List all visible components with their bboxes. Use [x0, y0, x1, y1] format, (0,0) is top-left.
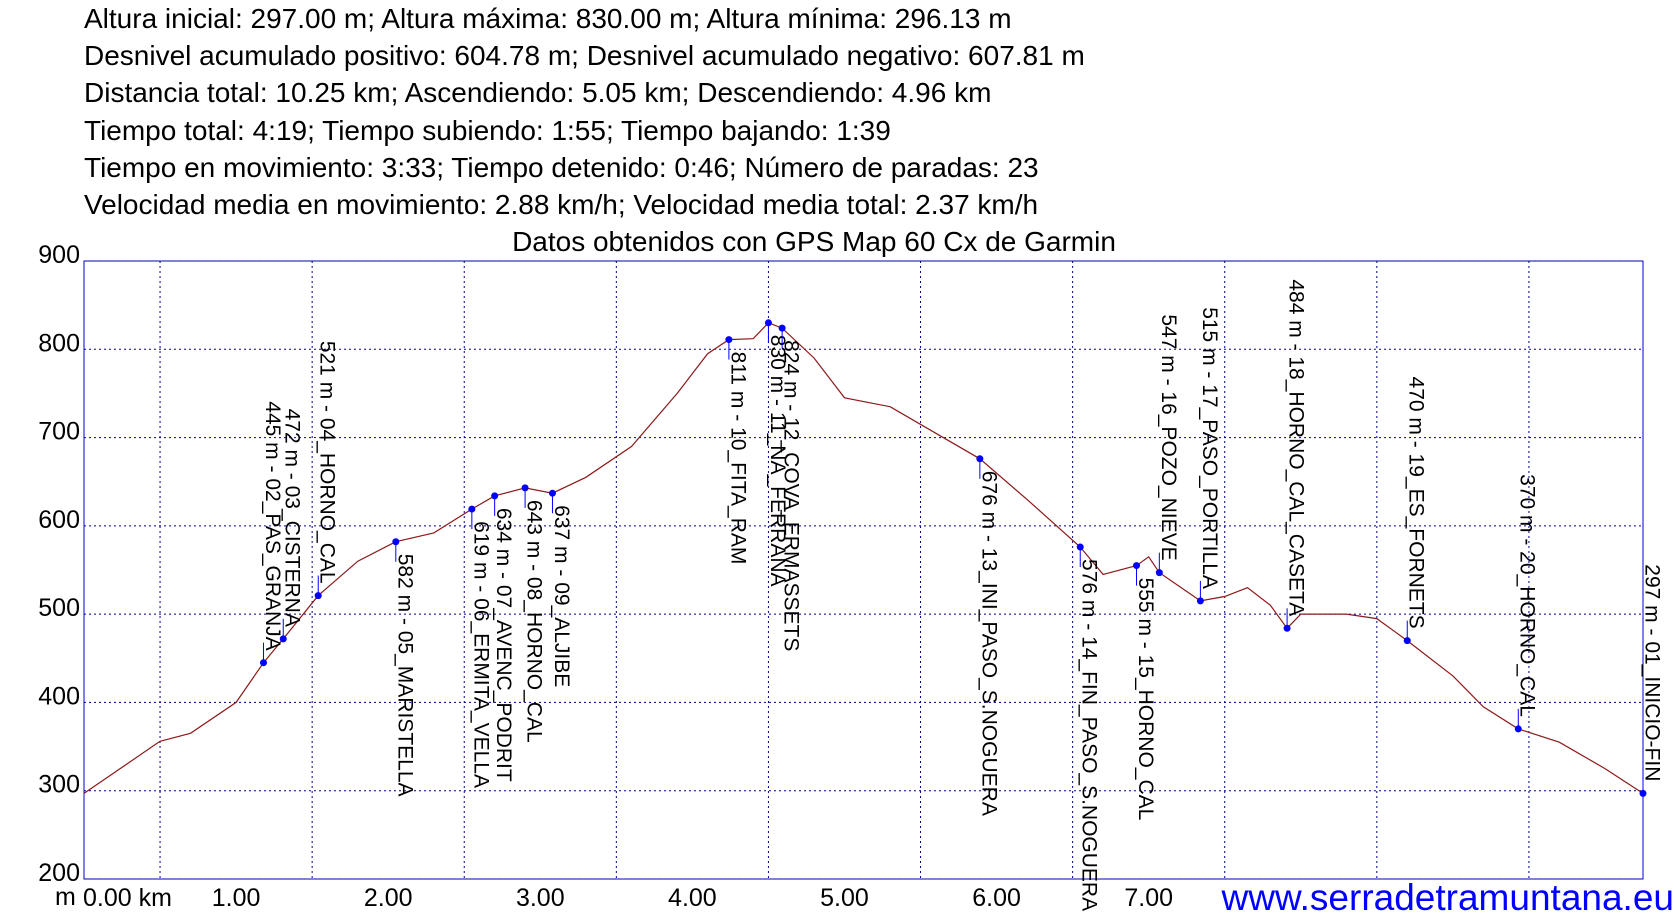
- plot-frame: [83, 260, 1644, 880]
- waypoint-label: 676 m - 13_INI_PASO_S.NOGUERA: [977, 471, 1000, 816]
- waypoint: [468, 505, 476, 513]
- waypoint-label: 830 m - 11_NA_FERRANA: [766, 335, 789, 587]
- header-line: Distancia total: 10.25 km; Ascendiendo: …: [84, 77, 991, 108]
- waypoint-label: 643 m - 08_HORNO_CAL: [523, 500, 546, 743]
- waypoint: [1639, 789, 1647, 797]
- header-line: Velocidad media en movimiento: 2.88 km/h…: [84, 189, 1038, 220]
- waypoint-label: 582 m - 05_MARISTELLA: [393, 554, 416, 797]
- waypoint-label: 472 m - 03_CISTERNA: [281, 409, 304, 627]
- waypoint: [259, 659, 267, 667]
- x-tick-label: 1.00: [212, 884, 261, 912]
- waypoint: [764, 319, 772, 327]
- y-axis-label: m: [55, 883, 76, 911]
- waypoint-label: 521 m - 04_HORNO_CAL: [316, 341, 339, 584]
- waypoint: [1514, 725, 1522, 733]
- header-line: Altura inicial: 297.00 m; Altura máxima:…: [84, 3, 1012, 34]
- x-tick-label: 7.00: [1124, 884, 1173, 912]
- x-tick-label: 0.00 km: [83, 884, 172, 912]
- waypoint-label: 515 m - 17_PASO_PORTILLA: [1198, 307, 1221, 589]
- profile-line: [83, 322, 1644, 794]
- waypoint-label: 484 m - 18_HORNO_CAL_CASETA: [1285, 279, 1308, 616]
- y-tick-label: 300: [38, 771, 80, 799]
- waypoint: [1133, 562, 1141, 570]
- waypoint-label: 555 m - 15_HORNO_CAL: [1134, 578, 1157, 821]
- header-line: Tiempo total: 4:19; Tiempo subiendo: 1:5…: [84, 115, 891, 146]
- waypoint: [778, 324, 786, 332]
- waypoint-label: 811 m - 10_FITA_RAM: [726, 352, 749, 565]
- waypoint: [725, 336, 733, 344]
- waypoint-label: 637 m - 09_ALJIBE: [550, 505, 573, 687]
- waypoint-label: 370 m - 20_HORNO_CAL: [1516, 474, 1539, 717]
- y-tick-label: 500: [38, 594, 80, 622]
- y-tick-label: 600: [38, 506, 80, 534]
- waypoint: [279, 635, 287, 643]
- y-tick-label: 200: [38, 859, 80, 887]
- waypoint-label: 297 m - 01_INICIO-FIN: [1640, 564, 1663, 781]
- waypoint: [548, 489, 556, 497]
- waypoint-label: 547 m - 16_POZO_NIEVE: [1157, 314, 1180, 560]
- chart-title: Datos obtenidos con GPS Map 60 Cx de Gar…: [512, 226, 1116, 257]
- waypoint: [976, 455, 984, 463]
- y-tick-label: 800: [38, 329, 80, 357]
- watermark: www.serradetramuntana.eu: [1221, 877, 1674, 918]
- waypoint: [392, 538, 400, 546]
- header-line: Desnivel acumulado positivo: 604.78 m; D…: [84, 40, 1085, 71]
- waypoint-label: 824 m - 12_COVA_ERMASSETS: [780, 340, 803, 651]
- y-tick-label: 900: [38, 241, 80, 269]
- y-tick-label: 400: [38, 682, 80, 710]
- waypoint: [1155, 569, 1163, 577]
- waypoint: [521, 484, 529, 492]
- waypoint: [1283, 624, 1291, 632]
- waypoint: [1196, 597, 1204, 605]
- x-tick-label: 4.00: [668, 884, 717, 912]
- waypoint-label: 470 m - 19_ES_FORNETS: [1405, 377, 1428, 629]
- waypoint-label: 445 m - 02_PAS_GRANJA: [261, 401, 284, 650]
- waypoint-label: 576 m - 14_FIN_PASO_S.NOGUERA: [1078, 559, 1101, 911]
- x-tick-label: 5.00: [820, 884, 869, 912]
- waypoint: [1403, 637, 1411, 645]
- waypoint-label: 619 m - 06_ERMITA_VELLA: [469, 521, 492, 788]
- waypoint: [491, 492, 499, 500]
- waypoint: [1076, 543, 1084, 551]
- waypoint-label: 634 m - 07_AVENC_PODRIT: [492, 508, 515, 782]
- y-tick-label: 700: [38, 418, 80, 446]
- x-tick-label: 2.00: [364, 884, 413, 912]
- header-line: Tiempo en movimiento: 3:33; Tiempo deten…: [84, 152, 1039, 183]
- x-tick-label: 3.00: [516, 884, 565, 912]
- waypoint: [314, 592, 322, 600]
- x-tick-label: 6.00: [972, 884, 1021, 912]
